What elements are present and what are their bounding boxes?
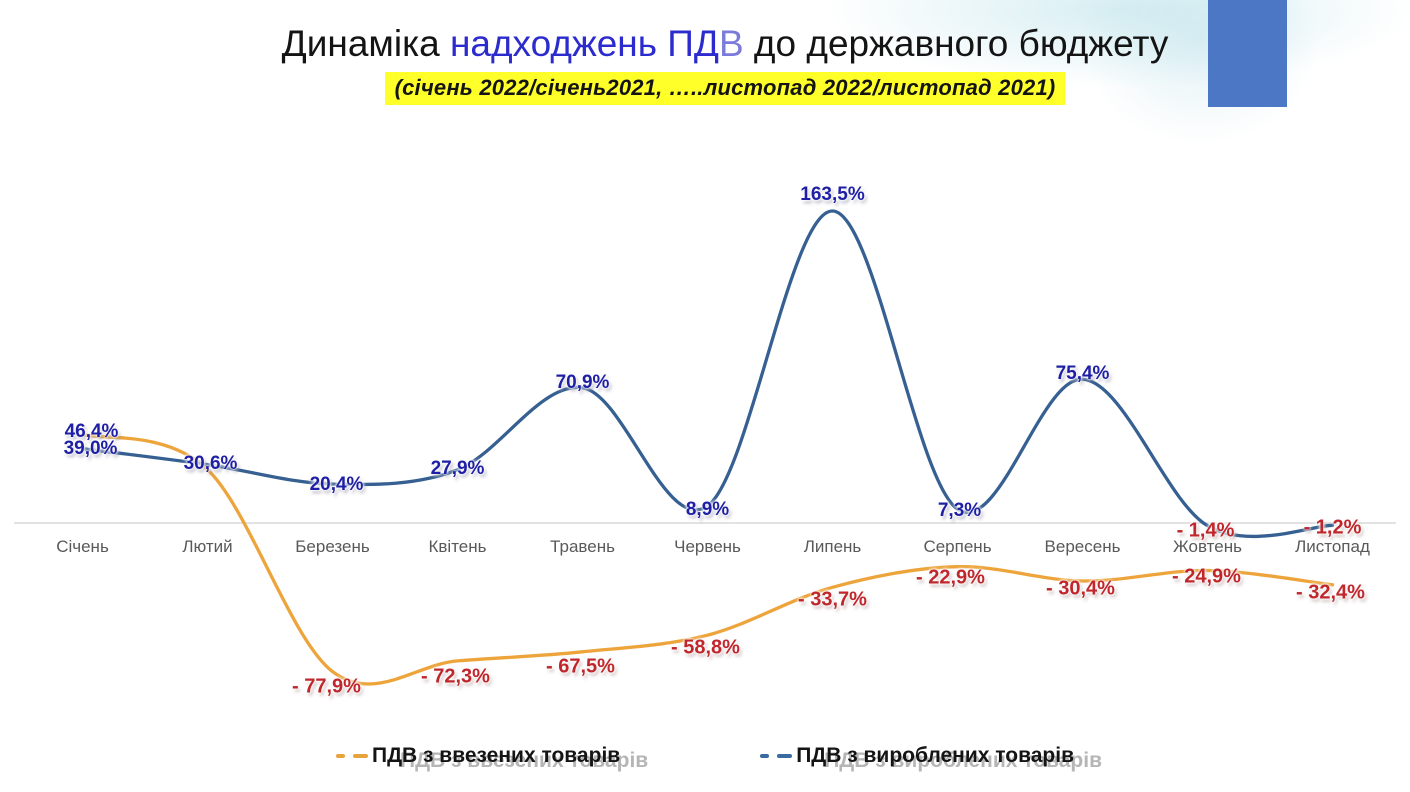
data-label: - 32,4%: [1296, 581, 1365, 604]
month-label: Липень: [803, 537, 862, 556]
subtitle-highlighted: (січень 2022/січень2021, …..листопад 202…: [384, 71, 1066, 105]
data-label: - 72,3%: [421, 665, 490, 688]
blue-dash-icon: [760, 754, 770, 758]
data-label: 46,4%: [64, 421, 119, 443]
data-label: - 77,9%: [292, 675, 361, 698]
legend-label: ПДВ з вироблених товарів: [796, 744, 1075, 767]
series-line-imported-goods: [80, 432, 1335, 686]
data-label: 8,9%: [685, 499, 730, 521]
data-label: - 1,2%: [1303, 516, 1362, 539]
data-label: 163,5%: [800, 184, 865, 206]
month-label: Вересень: [1044, 537, 1121, 556]
title-blue: надходжень ПД: [449, 23, 719, 64]
subtitle-row: (січень 2022/січень2021, …..листопад 202…: [40, 71, 1410, 105]
data-label: 20,4%: [309, 474, 364, 496]
legend-ghost-text: ПДВ з вироблених товарів: [824, 749, 1103, 772]
legend-label: ПДВ з ввезених товарів: [371, 744, 621, 767]
data-label: 27,9%: [430, 457, 485, 479]
orange-dash-icon: [352, 754, 368, 758]
data-label: - 33,7%: [798, 588, 867, 611]
data-label: - 22,9%: [916, 566, 985, 589]
month-label: Січень: [56, 537, 109, 556]
data-label: - 30,4%: [1046, 577, 1115, 600]
series-line-produced-goods: [80, 209, 1335, 539]
data-label: - 1,4%: [1176, 519, 1235, 542]
month-label: Серпень: [923, 537, 992, 556]
blue-dash-icon: [777, 754, 793, 758]
month-label: Червень: [674, 537, 741, 556]
data-label: 70,9%: [555, 371, 610, 393]
legend-item-imported-goods: ПДВ з ввезених товарів ПДВ з ввезених то…: [335, 744, 648, 772]
orange-dash-icon: [335, 754, 345, 758]
data-label: 75,4%: [1055, 363, 1110, 385]
title-blue-light: В: [718, 23, 744, 64]
title-black-2: до державного бюджету: [743, 23, 1169, 64]
corner-accent-rectangle: [1208, 0, 1287, 107]
page-title: Динаміка надходжень ПДВ до державного бю…: [40, 23, 1410, 65]
month-label: Листопад: [1295, 537, 1370, 556]
month-label: Березень: [295, 537, 370, 556]
data-label: 30,6%: [183, 452, 238, 474]
header: Динаміка надходжень ПДВ до державного бю…: [40, 23, 1410, 105]
title-black-1: Динаміка: [281, 23, 450, 64]
data-label: - 58,8%: [671, 636, 740, 659]
month-label: Квітень: [428, 537, 487, 556]
data-label: - 24,9%: [1172, 565, 1241, 587]
data-label: 39,0%: [63, 437, 118, 459]
legend-item-produced-goods: ПДВ з вироблених товарів ПДВ з вироблени…: [760, 744, 1102, 772]
legend: ПДВ з ввезених товарів ПДВ з ввезених то…: [0, 744, 1410, 772]
month-label: Травень: [550, 537, 615, 556]
data-label: - 67,5%: [546, 655, 615, 678]
month-label: Жовтень: [1173, 537, 1242, 556]
month-label: Лютий: [182, 537, 233, 556]
legend-ghost-text: ПДВ з ввезених товарів: [399, 749, 649, 772]
data-label: 7,3%: [937, 500, 982, 522]
